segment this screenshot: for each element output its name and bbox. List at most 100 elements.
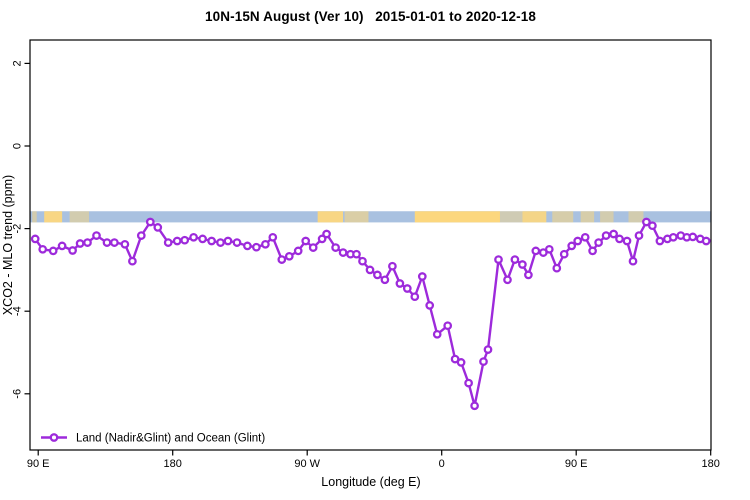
- series-marker: [38, 244, 48, 254]
- series-marker: [503, 275, 512, 285]
- y-axis-label: XCO2 - MLO trend (ppm): [1, 175, 15, 315]
- series-marker: [198, 234, 207, 244]
- legend-label: Land (Nadir&Glint) and Ocean (Glint): [76, 433, 265, 445]
- series-marker: [701, 236, 711, 246]
- series-marker: [688, 232, 698, 242]
- series-marker: [648, 221, 657, 231]
- series-marker: [352, 249, 361, 259]
- series-marker: [284, 251, 294, 261]
- series-marker: [232, 238, 242, 247]
- series-marker: [544, 244, 554, 254]
- series-marker: [601, 231, 611, 240]
- series-marker: [559, 249, 569, 259]
- series-marker: [338, 248, 348, 257]
- series-marker: [145, 217, 155, 227]
- chart-title: 10N-15N August (Ver 10) 2015-01-01 to 20…: [205, 9, 536, 24]
- legend-marker: [49, 433, 59, 442]
- band-orange-segment: [580, 211, 595, 223]
- series-marker: [189, 232, 198, 242]
- series-marker: [609, 229, 618, 239]
- x-tick-label: 90 W: [294, 458, 320, 470]
- x-tick-label: 90 E: [27, 458, 50, 470]
- x-tick-label: 0: [439, 458, 445, 470]
- series-marker: [277, 255, 287, 264]
- series-marker: [172, 236, 182, 246]
- series-marker: [402, 284, 412, 293]
- series-marker: [464, 378, 473, 388]
- series-marker: [668, 232, 678, 242]
- series-marker: [83, 238, 92, 247]
- series-marker: [308, 243, 318, 252]
- series-marker: [580, 232, 590, 242]
- series-marker: [594, 238, 603, 247]
- x-axis-label: Longitude (deg E): [321, 475, 420, 489]
- y-tick-label: -6: [12, 389, 24, 399]
- series-marker: [552, 263, 562, 273]
- series-marker: [180, 235, 190, 245]
- series-marker: [268, 232, 278, 242]
- y-tick-label: -4: [12, 306, 24, 316]
- series-marker: [373, 270, 382, 280]
- series-marker: [75, 239, 85, 248]
- band-orange-segment: [44, 211, 63, 223]
- series-marker: [57, 241, 67, 251]
- y-tick-label: 2: [12, 60, 24, 66]
- series-marker: [470, 401, 479, 411]
- series-marker: [456, 358, 466, 367]
- series-marker: [634, 231, 644, 240]
- series-marker: [425, 301, 435, 310]
- series-marker: [531, 246, 541, 256]
- series-marker: [68, 246, 77, 255]
- band-orange-segment: [499, 211, 523, 223]
- series-marker: [518, 260, 527, 269]
- series-marker: [322, 229, 331, 239]
- series-marker: [432, 329, 442, 339]
- series-marker: [615, 234, 624, 244]
- y-tick-label: -2: [12, 224, 24, 234]
- series-marker: [136, 231, 146, 240]
- series-marker: [358, 256, 367, 266]
- series-marker: [655, 236, 665, 246]
- series-marker: [223, 236, 233, 246]
- series-marker: [110, 238, 119, 247]
- series-marker: [153, 223, 163, 232]
- band-orange-segment: [414, 211, 500, 223]
- series-marker: [216, 238, 225, 247]
- series-marker: [479, 357, 488, 366]
- x-tick-label: 180: [702, 458, 720, 470]
- band-orange-segment: [344, 211, 369, 223]
- x-tick-label: 90 E: [565, 458, 588, 470]
- series-marker: [628, 256, 638, 266]
- band-orange-segment: [522, 211, 547, 223]
- series-marker: [443, 321, 453, 331]
- series-marker: [120, 239, 130, 249]
- series-marker: [588, 246, 597, 256]
- series-marker: [207, 236, 216, 246]
- series-marker: [30, 234, 40, 244]
- band-orange-segment: [552, 211, 574, 223]
- series-marker: [417, 272, 427, 281]
- series-marker: [567, 241, 577, 251]
- series-marker: [573, 236, 583, 246]
- series-marker: [410, 292, 420, 302]
- reference-band: [30, 211, 711, 223]
- series-marker: [524, 270, 533, 280]
- series-marker: [642, 217, 651, 227]
- band-orange-segment: [32, 211, 37, 223]
- series-marker: [317, 234, 327, 244]
- series-marker: [510, 255, 520, 264]
- series-marker: [331, 243, 340, 252]
- y-tick-label: 0: [12, 143, 24, 149]
- series-marker: [388, 261, 397, 271]
- series-marker: [301, 236, 311, 246]
- series-marker: [102, 238, 112, 247]
- series-line: [34, 220, 708, 407]
- series-marker: [261, 239, 270, 249]
- series-marker: [380, 275, 390, 285]
- series-marker: [395, 279, 405, 288]
- band-orange-segment: [600, 211, 614, 223]
- series-marker: [365, 265, 375, 275]
- band-orange-segment: [317, 211, 344, 223]
